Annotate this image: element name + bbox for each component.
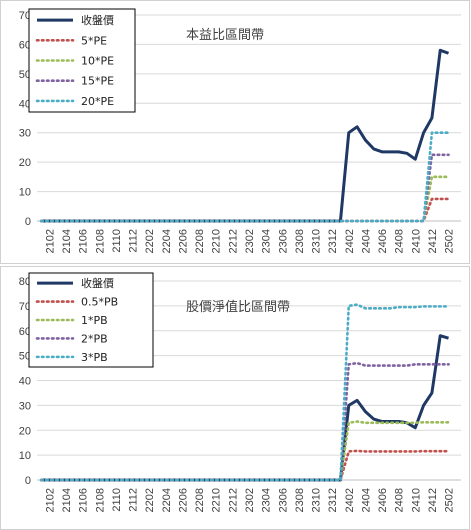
series-line-4 xyxy=(39,131,450,223)
y-tick-label: 0 xyxy=(25,216,31,228)
x-tick-label: 2406 xyxy=(377,229,389,253)
x-tick-label: 2410 xyxy=(410,488,422,512)
x-tick-label: 2110 xyxy=(111,488,123,512)
y-tick-label: 40 xyxy=(19,98,31,110)
x-tick-label: 2206 xyxy=(177,229,189,253)
x-tick-label: 2308 xyxy=(294,229,306,253)
chart-title: 本益比區間帶 xyxy=(186,28,264,43)
y-tick-label: 30 xyxy=(19,400,31,412)
y-tick-label: 50 xyxy=(19,351,31,363)
x-tick-label: 2502 xyxy=(444,488,456,512)
series-line-1 xyxy=(39,449,450,482)
x-tick-label: 2204 xyxy=(161,488,173,512)
x-tick-label: 2112 xyxy=(128,488,140,512)
x-tick-label: 2402 xyxy=(344,229,356,253)
series-line-2 xyxy=(39,420,450,482)
x-tick-label: 2310 xyxy=(311,488,323,512)
legend-label: 15*PE xyxy=(81,75,114,88)
series-line-3 xyxy=(39,153,450,223)
x-tick-label: 2306 xyxy=(277,229,289,253)
series-line-3 xyxy=(39,361,450,482)
y-tick-label: 30 xyxy=(19,128,31,140)
x-tick-label: 2208 xyxy=(194,229,206,253)
x-tick-label: 2302 xyxy=(244,229,256,253)
pb-band-chart-svg: 0 10 20 30 40 50 60 70 80 2102 2104 2106 2108 2110 211… xyxy=(19,272,461,512)
x-tick-label: 2108 xyxy=(94,229,106,253)
legend: 收盤價 0.5*PB 1*PB 2*PB 3*PB xyxy=(28,272,154,368)
x-tick-label: 2406 xyxy=(377,488,389,512)
series-line-1 xyxy=(39,197,450,223)
y-tick-label: 40 xyxy=(19,376,31,388)
x-tick-label: 2404 xyxy=(360,229,372,253)
x-tick-label: 2112 xyxy=(128,229,140,253)
x-tick-label: 2202 xyxy=(144,488,156,512)
legend-label: 20*PE xyxy=(81,95,114,108)
y-tick-label: 20 xyxy=(19,157,31,169)
series-line-0 xyxy=(41,48,450,223)
x-tick-label: 2108 xyxy=(94,488,106,512)
x-tick-label: 2212 xyxy=(227,488,239,512)
legend-label: 5*PE xyxy=(81,34,107,47)
legend-label: 10*PE xyxy=(81,55,114,68)
series-line-0 xyxy=(41,334,449,482)
x-tick-label: 2206 xyxy=(177,488,189,512)
x-tick-label: 2104 xyxy=(61,488,73,512)
x-tick-label: 2104 xyxy=(61,229,73,253)
x-tick-label: 2204 xyxy=(161,229,173,253)
series-line-4 xyxy=(39,303,450,482)
pe-band-chart-svg: 0 10 20 30 40 50 60 70 2102 2104 2106 2108 2110 2112 2… xyxy=(19,8,461,253)
x-tick-label: 2312 xyxy=(327,488,339,512)
x-tick-label: 2308 xyxy=(294,488,306,512)
x-tick-label: 2502 xyxy=(444,229,456,253)
y-tick-label: 70 xyxy=(19,10,31,22)
x-tick-label: 2110 xyxy=(111,229,123,253)
x-tick-label: 2304 xyxy=(261,229,273,253)
x-tick-label: 2212 xyxy=(227,229,239,253)
legend-label: 收盤價 xyxy=(81,276,114,290)
x-tick-label: 2404 xyxy=(360,488,372,512)
x-tick-label: 2408 xyxy=(394,488,406,512)
legend-label: 3*PB xyxy=(81,351,108,364)
x-tick-label: 2412 xyxy=(427,229,439,253)
legend-label: 0.5*PB xyxy=(81,296,118,309)
x-tick-label: 2402 xyxy=(344,488,356,512)
legend: 收盤價 5*PE 10*PE 15*PE 20*PE xyxy=(28,8,136,113)
x-tick-label: 2208 xyxy=(194,488,206,512)
y-tick-label: 10 xyxy=(19,450,31,462)
x-tick-label: 2302 xyxy=(244,488,256,512)
legend-label: 1*PB xyxy=(81,314,108,327)
pb-band-chart: 0 10 20 30 40 50 60 70 80 2102 2104 2106 2108 2110 211… xyxy=(0,266,470,530)
legend-label: 2*PB xyxy=(81,332,108,345)
x-tick-label: 2304 xyxy=(261,488,273,512)
series-line-2 xyxy=(39,175,450,223)
x-tick-label: 2102 xyxy=(44,488,56,512)
legend-label: 收盤價 xyxy=(81,13,114,27)
y-tick-label: 10 xyxy=(19,187,31,199)
x-tick-label: 2306 xyxy=(277,488,289,512)
x-tick-label: 2412 xyxy=(427,488,439,512)
y-tick-label: 80 xyxy=(19,276,31,288)
x-tick-label: 2408 xyxy=(394,229,406,253)
pe-band-chart: 0 10 20 30 40 50 60 70 2102 2104 2106 2108 2110 2112 2… xyxy=(0,0,470,264)
y-tick-label: 60 xyxy=(19,326,31,338)
x-tick-label: 2106 xyxy=(78,488,90,512)
y-tick-label: 70 xyxy=(19,301,31,313)
y-tick-label: 50 xyxy=(19,69,31,81)
x-tick-label: 2312 xyxy=(327,229,339,253)
x-tick-label: 2202 xyxy=(144,229,156,253)
y-tick-label: 0 xyxy=(25,475,31,487)
x-tick-label: 2210 xyxy=(211,229,223,253)
y-tick-label: 60 xyxy=(19,39,31,51)
y-tick-label: 20 xyxy=(19,425,31,437)
x-tick-label: 2106 xyxy=(78,229,90,253)
x-tick-label: 2210 xyxy=(211,488,223,512)
x-tick-label: 2410 xyxy=(410,229,422,253)
x-tick-label: 2102 xyxy=(44,229,56,253)
chart-title: 股價淨值比區間帶 xyxy=(186,299,290,315)
x-tick-label: 2310 xyxy=(311,229,323,253)
